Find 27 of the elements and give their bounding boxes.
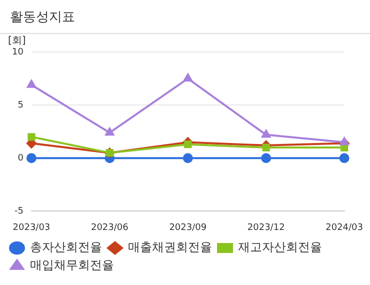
point [183,74,192,82]
chart-title: 활동성지표 [0,0,370,34]
x-tick-label: 2023/03 [12,222,50,233]
y-tick-label: 0 [18,153,24,164]
point [28,133,36,141]
x-tick-label: 2024/03 [326,222,363,233]
legend-label: 매출채권회전율 [128,240,212,254]
point [182,153,193,164]
y-axis-title: [회] [8,36,26,47]
point [262,130,271,138]
legend-label: 매입채무회전율 [30,258,114,272]
y-tick-label: -5 [14,206,24,217]
x-tick-label: 2023/09 [169,222,207,233]
point [339,153,350,164]
y-tick-label: 10 [12,47,24,58]
point [340,137,349,146]
point [262,144,270,152]
point [26,153,36,164]
point [105,128,114,136]
point [26,80,36,88]
point [184,140,192,148]
y-tick-label: 5 [18,100,24,110]
x-tick-label: 2023/06 [90,222,129,233]
point [261,153,272,164]
x-tick-label: 2023/12 [247,222,285,233]
legend-label: 재고자산회전율 [238,240,322,254]
legend-label: 총자산회전율 [30,240,102,254]
